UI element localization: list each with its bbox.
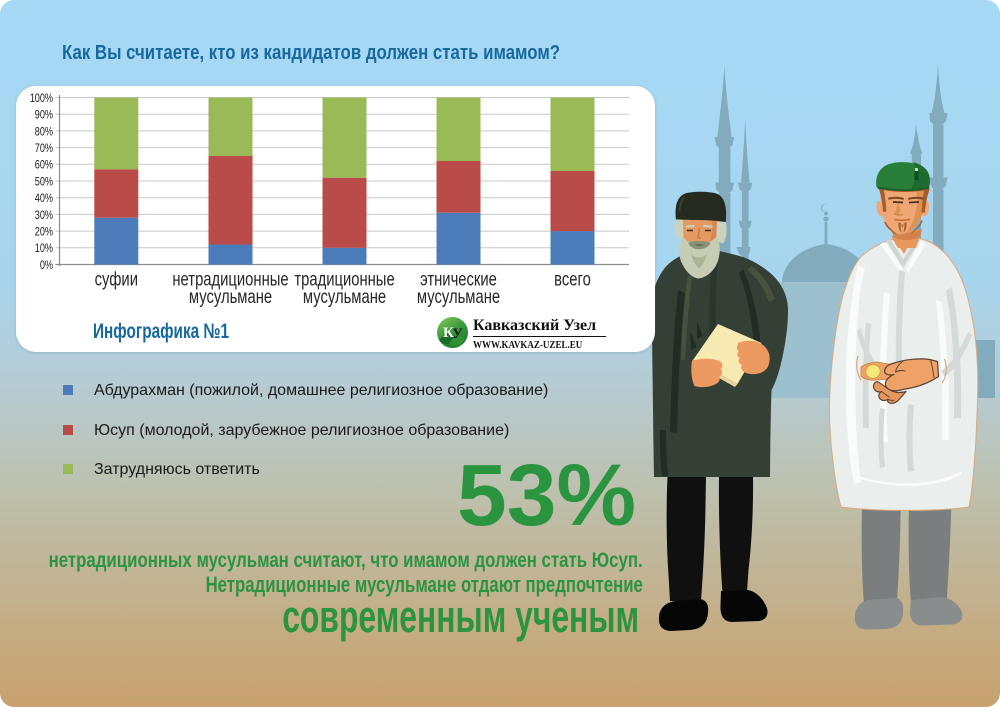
svg-text:40%: 40% bbox=[35, 192, 54, 206]
svg-text:У: У bbox=[452, 326, 463, 342]
svg-text:90%: 90% bbox=[35, 108, 54, 122]
svg-text:мусульмане: мусульмане bbox=[189, 286, 272, 307]
svg-text:30%: 30% bbox=[35, 209, 54, 223]
svg-text:К: К bbox=[443, 325, 454, 341]
svg-text:нетрадиционные: нетрадиционные bbox=[172, 269, 288, 290]
svg-text:70%: 70% bbox=[35, 142, 54, 156]
svg-text:10%: 10% bbox=[35, 242, 54, 256]
svg-text:мусульмане: мусульмане bbox=[417, 286, 500, 307]
svg-text:этнические: этнические bbox=[420, 269, 497, 290]
svg-text:20%: 20% bbox=[35, 225, 54, 239]
svg-text:суфии: суфии bbox=[95, 269, 138, 290]
svg-text:всего: всего bbox=[554, 269, 591, 290]
svg-text:мусульмане: мусульмане bbox=[303, 286, 386, 307]
svg-text:100%: 100% bbox=[30, 92, 54, 106]
svg-text:0%: 0% bbox=[40, 259, 54, 273]
svg-text:традиционные: традиционные bbox=[294, 269, 394, 290]
svg-text:50%: 50% bbox=[35, 175, 54, 189]
svg-text:80%: 80% bbox=[35, 125, 54, 139]
svg-text:60%: 60% bbox=[35, 159, 54, 173]
